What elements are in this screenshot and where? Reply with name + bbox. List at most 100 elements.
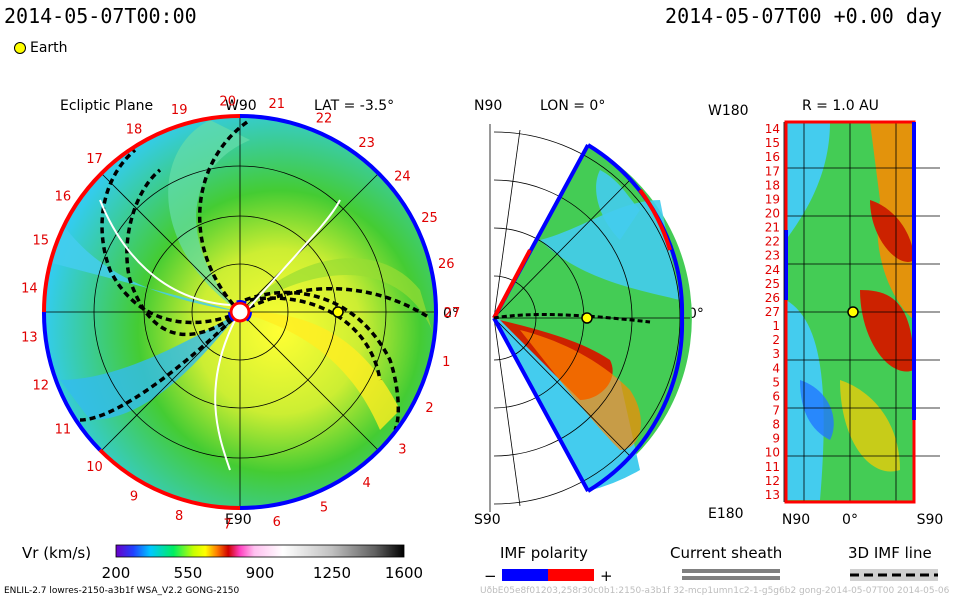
elapsed-time: 2014-05-07T00 +0.00 day	[665, 4, 942, 28]
imf-polarity-label: IMF polarity	[500, 544, 588, 562]
radial-y-label: 7	[772, 404, 780, 418]
radial-y-label: 2	[772, 333, 780, 347]
radial-y-label: 18	[765, 178, 780, 192]
ecliptic-sector-label: 25	[421, 211, 438, 226]
radial-y-label: 10	[765, 446, 780, 460]
radial-y-label: 1	[772, 319, 780, 333]
ecliptic-sector-label: 17	[86, 152, 103, 167]
ecliptic-sector-label: 6	[273, 515, 281, 530]
ecliptic-sector-label: 9	[130, 490, 138, 505]
imf-polarity-legend: IMF polarity − +	[484, 544, 613, 585]
meridional-right-label: 0°	[688, 306, 704, 322]
ecliptic-title: Ecliptic Plane	[60, 98, 153, 114]
radial-y-label: 4	[772, 361, 780, 375]
earth-legend: Earth	[14, 40, 68, 56]
ecliptic-top-label: W90	[225, 98, 257, 114]
ecliptic-sector-label: 1	[442, 355, 450, 370]
ecliptic-sector-label: 19	[171, 103, 188, 118]
radial-y-label: 6	[772, 389, 780, 403]
ecliptic-sector-label: 22	[316, 111, 333, 126]
current-sheath-label: Current sheath	[670, 544, 782, 562]
radial-y-label: 22	[765, 235, 780, 249]
radial-y-label: 14	[765, 122, 780, 136]
ecliptic-sector-label: 13	[21, 331, 38, 346]
radial-y-label: 12	[765, 474, 780, 488]
ecliptic-sector-label: 4	[362, 476, 370, 491]
ecliptic-sector-label: 7	[224, 518, 232, 533]
radial-y-label: 13	[765, 488, 780, 502]
radial-y-label: 8	[772, 418, 780, 432]
model-info: ENLIL-2.7 lowres-2150-a3b1f WSA_V2.2 GON…	[4, 586, 240, 596]
radial-x-label: S90	[917, 512, 944, 528]
earth-marker-icon	[14, 42, 26, 54]
radial-bottom-left-label: E180	[708, 506, 744, 522]
velocity-colorbar: Vr (km/s) 200 550 900 1250 1600	[22, 544, 423, 582]
imf-line-legend: 3D IMF line	[848, 544, 938, 581]
ecliptic-sector-label: 5	[320, 501, 328, 516]
radial-y-label: 17	[765, 164, 780, 178]
radial-y-label: 21	[765, 221, 780, 235]
ecliptic-sector-label: 12	[33, 379, 50, 394]
ecliptic-sector-label: 11	[55, 423, 72, 438]
colorbar-ticks: 200 550 900 1250 1600	[102, 564, 423, 582]
radial-y-label: 24	[765, 263, 780, 277]
radial-y-label: 16	[765, 150, 780, 164]
ecliptic-sector-label: 10	[86, 460, 103, 475]
ecliptic-sector-label: 15	[33, 234, 50, 249]
radial-y-label: 27	[765, 305, 780, 319]
ecliptic-earth-marker	[332, 306, 344, 318]
imf-minus-label: −	[484, 567, 497, 585]
radial-x-labels: N90 0° S90	[782, 512, 944, 528]
radial-y-label: 9	[772, 432, 780, 446]
ecliptic-latitude: LAT = -3.5°	[314, 98, 394, 114]
radial-title: R = 1.0 AU	[802, 98, 879, 114]
colorbar-tick: 1250	[313, 564, 351, 582]
ecliptic-sector-label: 27	[444, 306, 461, 321]
radial-y-label: 5	[772, 375, 780, 389]
radial-y-labels: 1415161718192021222324252627123456789101…	[765, 122, 780, 502]
ecliptic-sector-label: 14	[21, 281, 38, 296]
current-sheath-legend: Current sheath	[670, 544, 782, 580]
ecliptic-right-label: 0°	[443, 306, 459, 322]
meridional-plane-panel: N90 LON = 0° S90 0°	[474, 98, 704, 528]
ecliptic-sector-label: 26	[438, 257, 455, 272]
radial-x-label: 0°	[842, 512, 858, 528]
ecliptic-bottom-label: E90	[225, 512, 252, 528]
radial-y-label: 3	[772, 347, 780, 361]
colorbar-tick: 200	[102, 564, 131, 582]
radial-top-left-label: W180	[708, 103, 749, 119]
imf-plus-label: +	[600, 567, 613, 585]
ecliptic-sector-label: 21	[269, 97, 286, 112]
radial-map-panel: R = 1.0 AU W180 E180 1415161718192021222…	[708, 98, 943, 528]
ecliptic-sector-label: 24	[394, 170, 411, 185]
ecliptic-sector-label: 16	[55, 190, 72, 205]
ecliptic-sector-label: 18	[126, 122, 143, 137]
imf-line-label: 3D IMF line	[848, 544, 932, 562]
imf-positive-swatch	[548, 569, 594, 581]
meridional-longitude: LON = 0°	[540, 98, 605, 114]
ecliptic-plane-panel: Ecliptic Plane LAT = -3.5° W90 E90 0°	[21, 94, 460, 532]
ecliptic-sector-label: 3	[398, 442, 406, 457]
ecliptic-sector-label: 2	[425, 401, 433, 416]
radial-y-label: 11	[765, 460, 780, 474]
ecliptic-sector-label: 23	[358, 136, 375, 151]
simulation-datetime: 2014-05-07T00:00	[4, 4, 197, 28]
colorbar-tick: 1600	[385, 564, 423, 582]
colorbar-tick: 900	[246, 564, 275, 582]
meridional-bottom-label: S90	[474, 512, 501, 528]
colorbar-tick: 550	[174, 564, 203, 582]
ecliptic-sector-label: 8	[175, 509, 183, 524]
radial-y-label: 26	[765, 291, 780, 305]
earth-legend-label: Earth	[30, 40, 68, 56]
colorbar-label: Vr (km/s)	[22, 544, 91, 562]
radial-y-label: 20	[765, 207, 780, 221]
radial-x-label: N90	[782, 512, 810, 528]
radial-earth-marker	[847, 306, 859, 318]
radial-y-label: 15	[765, 136, 780, 150]
radial-y-label: 23	[765, 249, 780, 263]
meridional-top-label: N90	[474, 98, 502, 114]
radial-y-label: 25	[765, 277, 780, 291]
radial-y-label: 19	[765, 192, 780, 206]
run-info: UðbE05e8f01203,258r30c0b1:2150-a3b1f 32-…	[480, 586, 950, 596]
